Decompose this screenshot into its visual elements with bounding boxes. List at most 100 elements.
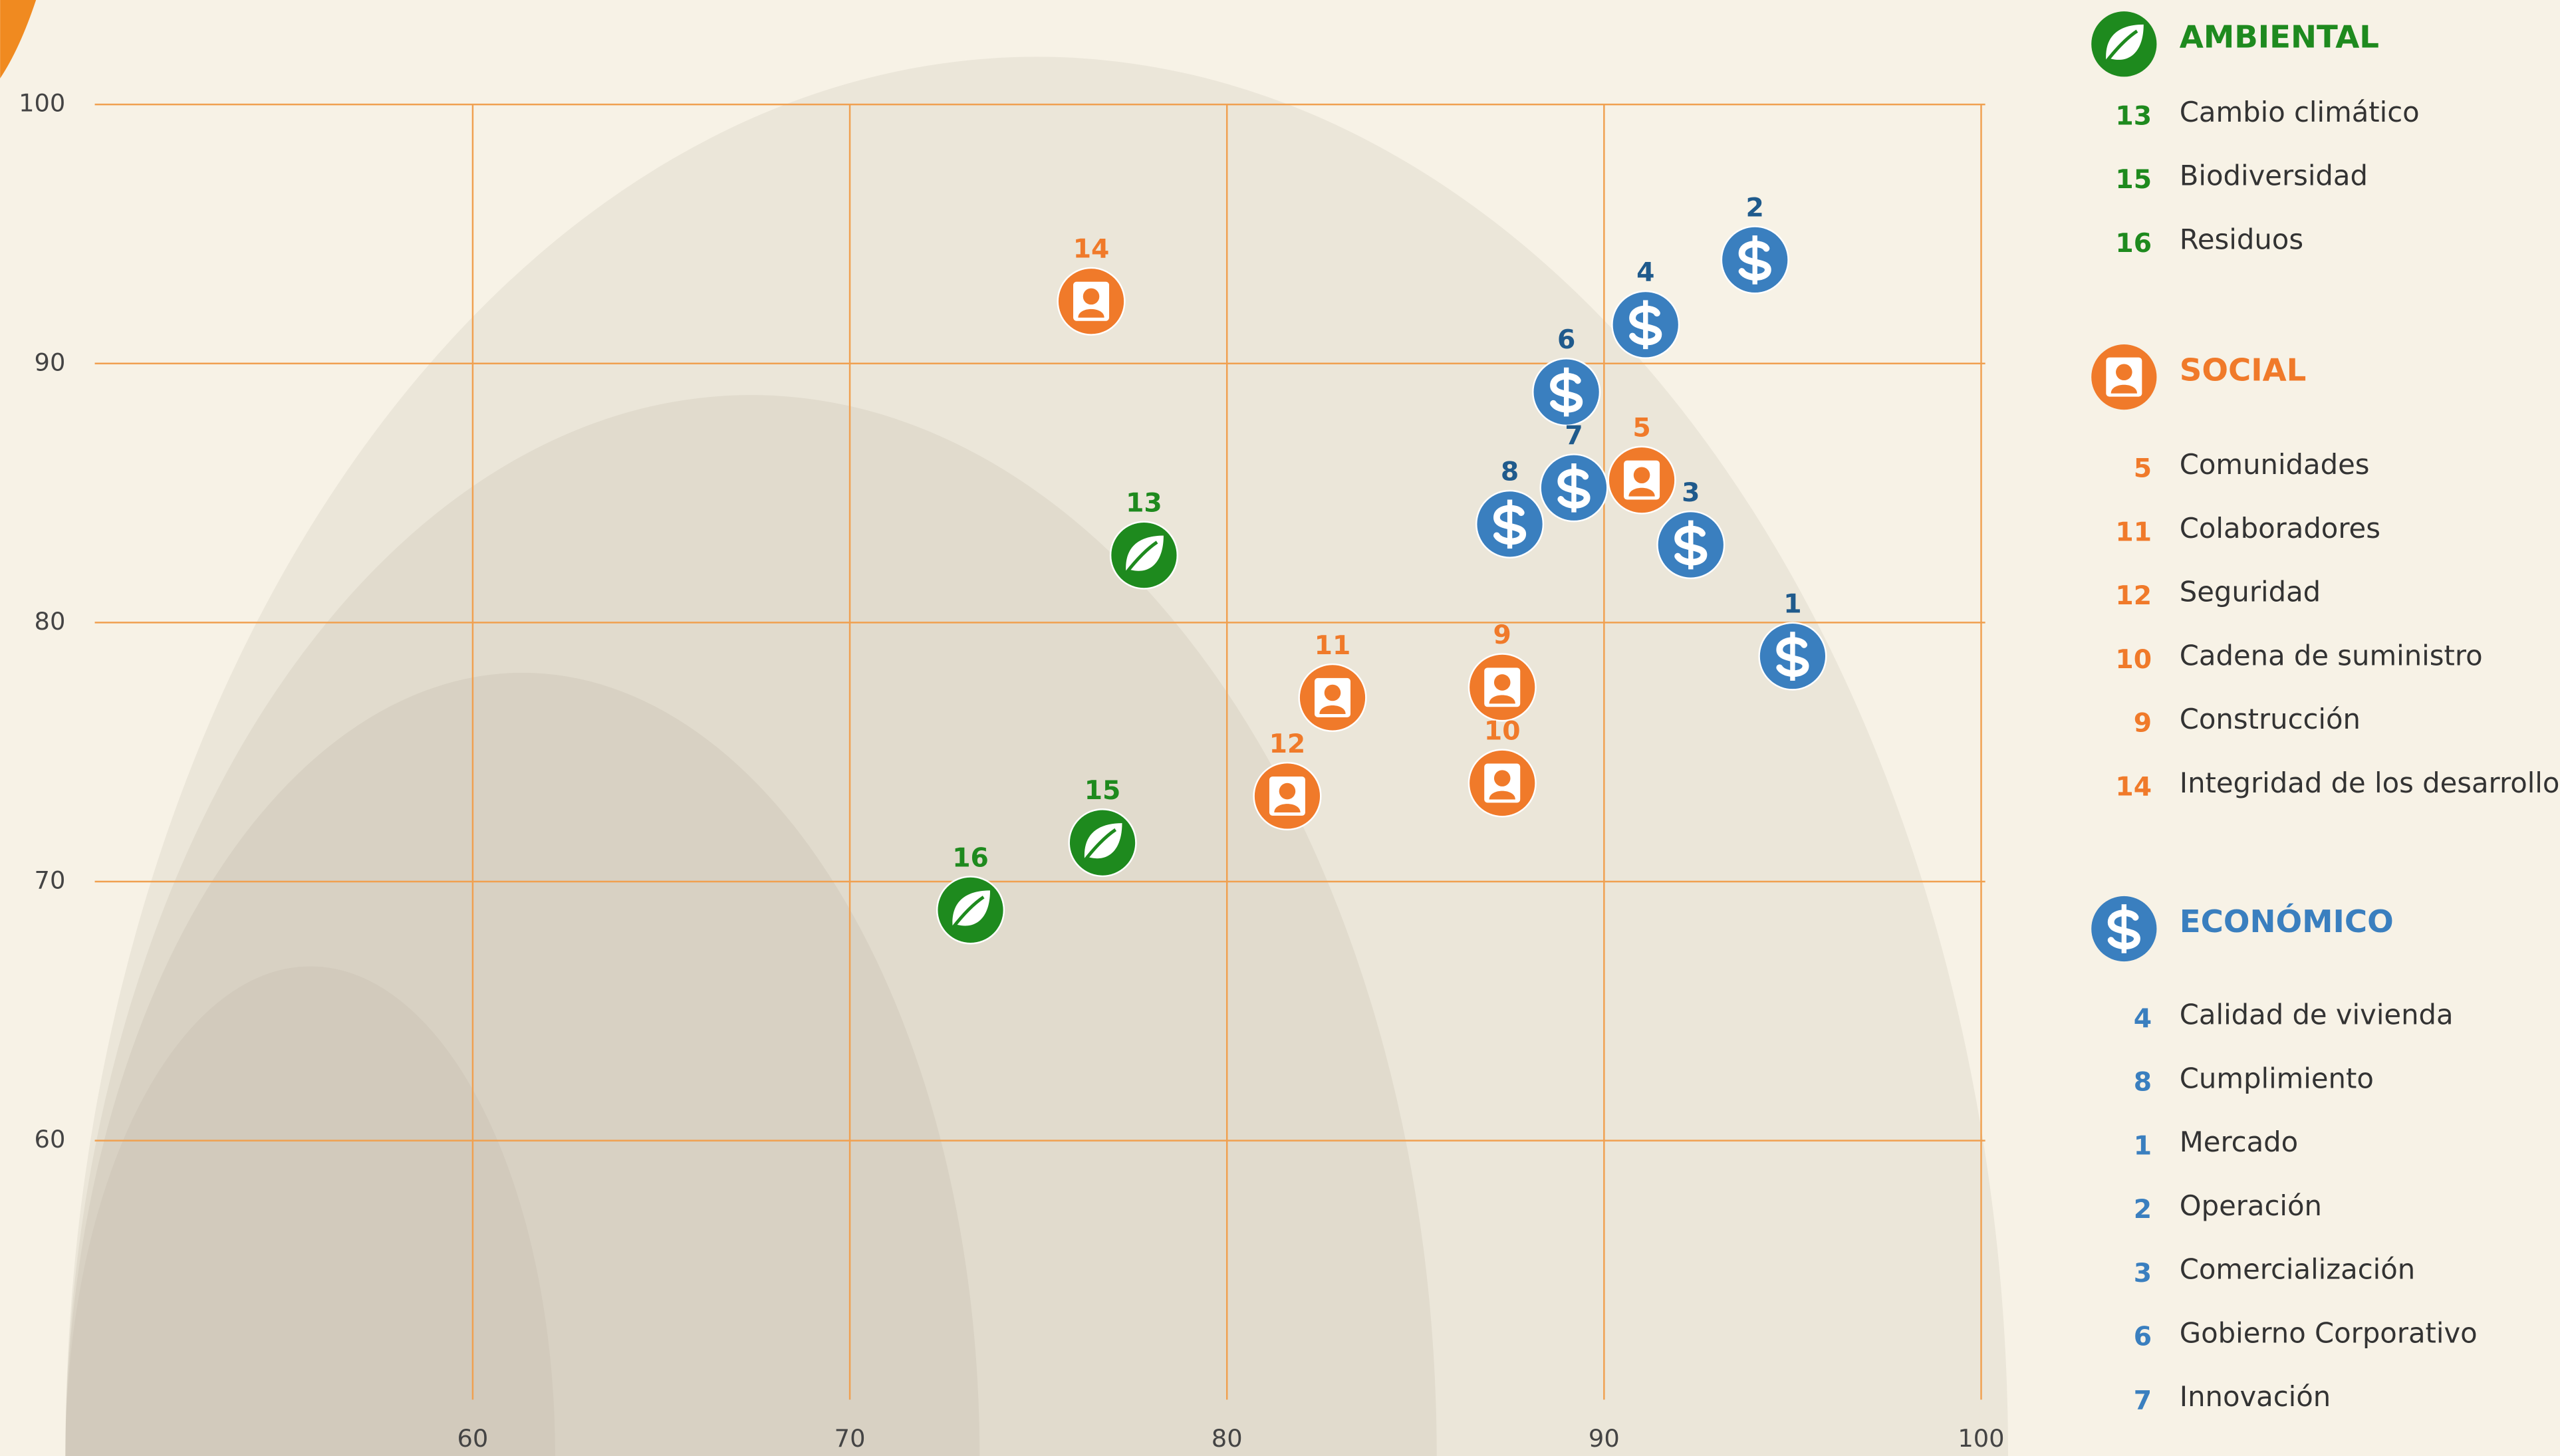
point-label: 2 <box>1746 193 1764 223</box>
x-tick-label: 90 <box>1589 1424 1620 1453</box>
icon <box>1738 235 1771 285</box>
person-body <box>1489 790 1515 800</box>
point-label: 8 <box>1501 457 1519 487</box>
point: 10 <box>1468 716 1537 818</box>
legend-id: 8 <box>2134 1068 2152 1098</box>
legend-label: Innovación <box>2180 1380 2331 1413</box>
legend-id: 5 <box>2134 454 2152 484</box>
legend-id: 1 <box>2134 1131 2152 1161</box>
legend-label: Integridad de los desarrollos <box>2180 767 2560 799</box>
point: 14 <box>1057 235 1126 336</box>
legend-label: Calidad de vivienda <box>2180 999 2454 1031</box>
icon <box>1315 677 1351 717</box>
point: 1 <box>1758 589 1827 691</box>
legend-title: AMBIENTAL <box>2180 19 2379 55</box>
legend-id: 10 <box>2115 645 2152 675</box>
point-label: 11 <box>1315 631 1351 661</box>
x-tick-label: 80 <box>1212 1424 1243 1453</box>
legend-label: Cumplimiento <box>2180 1062 2374 1094</box>
y-tick-label: 70 <box>35 866 66 895</box>
legend-id: 4 <box>2134 1004 2152 1034</box>
icon <box>951 890 991 929</box>
icon <box>2107 904 2140 953</box>
x-tick-label: 100 <box>1958 1424 2004 1453</box>
legend-title: SOCIAL <box>2180 352 2307 388</box>
point-label: 13 <box>1126 488 1162 518</box>
legend-id: 11 <box>2115 517 2152 547</box>
point-label: 1 <box>1783 589 1801 619</box>
y-tick-label: 80 <box>35 607 66 636</box>
person-head <box>1279 783 1296 800</box>
legend-label: Biodiversidad <box>2180 160 2368 192</box>
point: 16 <box>936 843 1005 945</box>
icon <box>1269 776 1305 816</box>
point: 8 <box>1475 457 1545 558</box>
legend-id: 13 <box>2115 101 2152 131</box>
legend-label: Construcción <box>2180 703 2361 735</box>
legend-group: AMBIENTAL 13 Cambio climático 15 Biodiversid… <box>2091 11 2420 259</box>
point: 5 <box>1607 413 1676 515</box>
person-head <box>1324 684 1341 701</box>
legend-id: 14 <box>2115 772 2152 802</box>
legend-id: 16 <box>2115 229 2152 259</box>
point-label: 3 <box>1682 478 1700 508</box>
legend-id: 2 <box>2134 1195 2152 1225</box>
person-body <box>1489 695 1515 704</box>
person-body <box>2111 384 2137 394</box>
point-label: 14 <box>1073 235 1110 265</box>
icon <box>1776 632 1809 681</box>
point: 15 <box>1068 776 1137 878</box>
legend-label: Cambio climático <box>2180 96 2420 128</box>
leaf-vein <box>1124 541 1158 574</box>
icon <box>1629 300 1662 350</box>
legend-group: ECONÓMICO 4 Calidad de vivienda 8 Cumplimien… <box>2091 896 2478 1415</box>
icon <box>1493 499 1527 549</box>
point-label: 9 <box>1493 620 1511 650</box>
icon <box>1484 763 1521 803</box>
legend-label: Seguridad <box>2180 576 2321 608</box>
person-head <box>1083 288 1100 305</box>
legend-id: 7 <box>2134 1386 2152 1415</box>
point: 2 <box>1720 193 1789 295</box>
legend-label: Mercado <box>2180 1126 2298 1158</box>
point: 9 <box>1468 620 1537 722</box>
icon <box>1550 367 1583 417</box>
icon <box>1073 281 1110 321</box>
person-head <box>1493 770 1511 787</box>
leaf-vein <box>2105 29 2138 63</box>
legend-label: Comercialización <box>2180 1253 2415 1286</box>
point-label: 6 <box>1557 325 1575 355</box>
point-label: 15 <box>1085 776 1121 806</box>
point: 11 <box>1298 631 1367 732</box>
legend-label: Gobierno Corporativo <box>2180 1316 2478 1349</box>
point: 13 <box>1109 488 1178 590</box>
icon <box>1624 460 1660 500</box>
legend-label: Residuos <box>2180 223 2303 255</box>
point-label: 5 <box>1632 413 1650 443</box>
point-label: 10 <box>1484 716 1521 746</box>
person-head <box>1633 467 1650 484</box>
legend-id: 15 <box>2115 165 2152 195</box>
icon <box>1674 520 1708 570</box>
point: 3 <box>1656 478 1726 580</box>
person-body <box>1274 804 1301 813</box>
legend-id: 12 <box>2115 581 2152 611</box>
icon <box>2105 24 2144 63</box>
legend-group: SOCIAL 5 Comunidades 11 Colaboradores 12 Segur… <box>2091 344 2560 802</box>
leaf-vein <box>951 896 985 929</box>
icon <box>1484 667 1521 707</box>
point: 4 <box>1611 258 1680 359</box>
y-tick-label: 60 <box>35 1125 66 1153</box>
x-tick-label: 60 <box>457 1424 489 1453</box>
person-body <box>1078 308 1104 318</box>
y-tick-label: 100 <box>19 89 65 118</box>
icon <box>1557 463 1591 513</box>
person-head <box>2116 364 2132 381</box>
legend-id: 6 <box>2134 1322 2152 1352</box>
icon <box>2106 357 2142 397</box>
y-tick-label: 90 <box>35 348 66 376</box>
point-label: 16 <box>952 843 989 873</box>
person-head <box>1493 674 1511 691</box>
